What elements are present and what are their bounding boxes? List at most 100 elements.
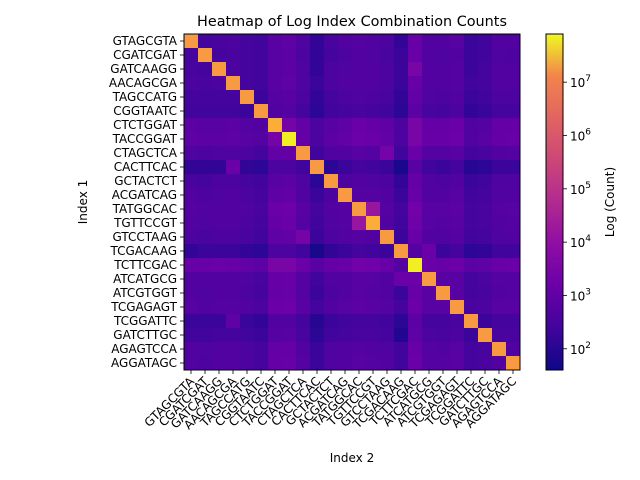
heatmap-cell bbox=[240, 76, 255, 91]
heatmap-cell bbox=[422, 146, 437, 161]
heatmap-cell bbox=[464, 90, 479, 105]
heatmap-cell bbox=[506, 90, 521, 105]
heatmap-cell bbox=[282, 202, 297, 217]
heatmap-cell bbox=[296, 146, 311, 161]
chart-title: Heatmap of Log Index Combination Counts bbox=[197, 14, 507, 30]
heatmap-cell bbox=[240, 342, 255, 357]
heatmap-cell bbox=[422, 132, 437, 147]
heatmap-cell bbox=[296, 132, 311, 147]
heatmap-cell bbox=[184, 90, 199, 105]
heatmap-cell bbox=[436, 90, 451, 105]
heatmap-cell bbox=[310, 216, 325, 231]
heatmap-cell bbox=[212, 202, 227, 217]
heatmap-cell bbox=[338, 132, 353, 147]
heatmap-cell bbox=[352, 300, 367, 315]
heatmap-cell bbox=[254, 216, 269, 231]
heatmap-cell bbox=[422, 104, 437, 119]
heatmap-cell bbox=[450, 342, 465, 357]
heatmap-cell bbox=[366, 160, 381, 175]
heatmap-cell bbox=[282, 132, 297, 147]
heatmap-cell bbox=[226, 216, 241, 231]
heatmap-cell bbox=[212, 286, 227, 301]
heatmap-cell bbox=[268, 118, 283, 133]
heatmap-cell bbox=[366, 356, 381, 371]
heatmap-cell bbox=[464, 230, 479, 245]
heatmap-cell bbox=[310, 286, 325, 301]
heatmap-cell bbox=[324, 160, 339, 175]
heatmap-cell bbox=[366, 34, 381, 49]
x-tick-labels: GTAGCGTACGATCGATGATCAAGGAACAGCGATAGCCATG… bbox=[142, 370, 519, 432]
heatmap-cell bbox=[422, 174, 437, 189]
heatmap-cell bbox=[226, 300, 241, 315]
heatmap-cell bbox=[380, 202, 395, 217]
heatmap-cell bbox=[240, 244, 255, 259]
heatmap-cell bbox=[296, 300, 311, 315]
heatmap-cell bbox=[380, 34, 395, 49]
y-tick-label: CACTTCAC bbox=[114, 160, 177, 174]
heatmap-cell bbox=[212, 300, 227, 315]
heatmap-cell bbox=[226, 48, 241, 63]
heatmap-cell bbox=[394, 146, 409, 161]
heatmap-cell bbox=[184, 76, 199, 91]
heatmap-cell bbox=[240, 328, 255, 343]
heatmap-cell bbox=[450, 132, 465, 147]
heatmap-cell bbox=[464, 48, 479, 63]
heatmap-cell bbox=[506, 356, 521, 371]
heatmap-cell bbox=[310, 174, 325, 189]
heatmap-cell bbox=[366, 258, 381, 273]
heatmap-cell bbox=[352, 272, 367, 287]
heatmap-cell bbox=[436, 76, 451, 91]
heatmap-cell bbox=[212, 76, 227, 91]
heatmap-cell bbox=[184, 286, 199, 301]
heatmap-cell bbox=[394, 314, 409, 329]
heatmap-cell bbox=[324, 118, 339, 133]
heatmap-cell bbox=[198, 34, 213, 49]
heatmap-cell bbox=[436, 62, 451, 77]
heatmap-cell bbox=[450, 188, 465, 203]
heatmap-cell bbox=[478, 132, 493, 147]
heatmap-cell bbox=[184, 300, 199, 315]
heatmap-cell bbox=[436, 244, 451, 259]
heatmap-cell bbox=[506, 300, 521, 315]
heatmap-cell bbox=[324, 300, 339, 315]
heatmap-cell bbox=[408, 342, 423, 357]
heatmap-cell bbox=[394, 90, 409, 105]
heatmap-cell bbox=[212, 230, 227, 245]
heatmap-cell bbox=[184, 174, 199, 189]
heatmap-cell bbox=[408, 174, 423, 189]
heatmap-cell bbox=[198, 272, 213, 287]
heatmap-cell bbox=[254, 300, 269, 315]
heatmap-cell bbox=[268, 286, 283, 301]
heatmap-cell bbox=[492, 216, 507, 231]
heatmap-cell bbox=[394, 328, 409, 343]
heatmap-cell bbox=[366, 188, 381, 203]
heatmap-cell bbox=[422, 118, 437, 133]
heatmap-cell bbox=[478, 286, 493, 301]
y-tick-label: TCGGATTC bbox=[113, 314, 177, 328]
heatmap-cell bbox=[464, 314, 479, 329]
heatmap-cell bbox=[492, 244, 507, 259]
heatmap-cell bbox=[268, 146, 283, 161]
heatmap-cell bbox=[394, 118, 409, 133]
y-tick-label: ATCATGCG bbox=[113, 272, 177, 286]
heatmap-cell bbox=[450, 146, 465, 161]
heatmap-cell bbox=[282, 342, 297, 357]
heatmap-cell bbox=[352, 356, 367, 371]
heatmap-cell bbox=[240, 62, 255, 77]
heatmap-cell bbox=[198, 48, 213, 63]
heatmap-cell bbox=[198, 342, 213, 357]
heatmap-cell bbox=[254, 328, 269, 343]
heatmap-cell bbox=[478, 146, 493, 161]
heatmap-cell bbox=[338, 76, 353, 91]
heatmap-cell bbox=[436, 104, 451, 119]
heatmap-cell bbox=[422, 300, 437, 315]
heatmap-cell bbox=[212, 62, 227, 77]
heatmap-cell bbox=[464, 118, 479, 133]
heatmap-cell bbox=[198, 62, 213, 77]
heatmap-cell bbox=[450, 216, 465, 231]
heatmap-cell bbox=[394, 132, 409, 147]
colorbar-tick-label: 106 bbox=[570, 127, 591, 143]
heatmap-cell bbox=[226, 132, 241, 147]
heatmap-cell bbox=[296, 258, 311, 273]
